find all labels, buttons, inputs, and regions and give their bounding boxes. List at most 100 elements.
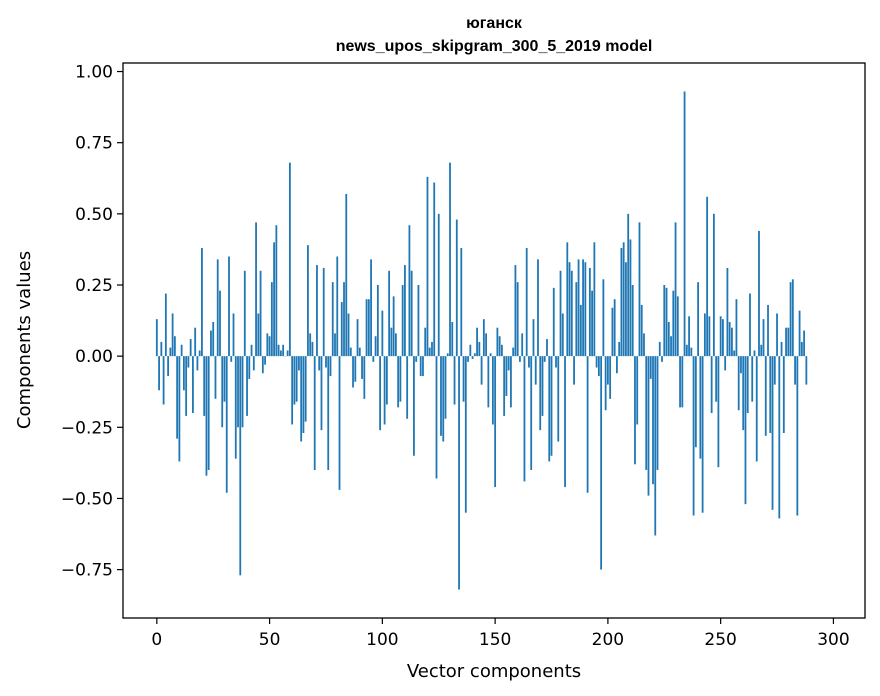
- bar-265: [753, 350, 756, 357]
- bar-36: [237, 356, 239, 428]
- bar-98: [376, 285, 379, 357]
- bar-53: [275, 225, 278, 357]
- bar-216: [643, 333, 645, 357]
- bar-226: [665, 287, 668, 357]
- bar-279: [785, 327, 787, 357]
- bar-228: [670, 336, 672, 357]
- bar-24: [210, 330, 212, 357]
- bar-113: [410, 270, 413, 357]
- bar-16: [192, 356, 194, 414]
- bar-170: [539, 356, 542, 431]
- bar-263: [749, 293, 751, 357]
- bar-45: [257, 313, 260, 357]
- bar-110: [404, 265, 406, 357]
- bar-131: [451, 322, 454, 357]
- bar-93: [365, 299, 368, 357]
- bar-273: [771, 356, 774, 510]
- bar-288: [805, 356, 808, 385]
- bar-99: [379, 356, 381, 431]
- bar-252: [724, 356, 727, 371]
- bar-40: [246, 356, 248, 416]
- bar-195: [595, 356, 598, 368]
- bar-72: [318, 356, 321, 371]
- bar-94: [367, 299, 370, 357]
- bar-101: [383, 356, 386, 425]
- bar-174: [548, 356, 551, 462]
- bar-283: [794, 356, 796, 385]
- bar-49: [266, 333, 269, 357]
- bar-136: [462, 356, 465, 402]
- bar-287: [803, 330, 805, 357]
- bar-258: [737, 356, 740, 411]
- bar-55: [279, 350, 282, 357]
- bar-142: [476, 327, 478, 357]
- bar-70: [313, 356, 316, 470]
- bar-35: [234, 356, 237, 459]
- bar-163: [523, 356, 526, 482]
- bar-64: [300, 356, 303, 442]
- bar-74: [322, 267, 325, 357]
- bar-237: [690, 347, 693, 357]
- bar-214: [638, 222, 641, 357]
- bar-85: [347, 313, 350, 357]
- bar-208: [625, 262, 627, 357]
- bar-2: [160, 341, 163, 357]
- x-tick-label-200: 200: [592, 630, 624, 650]
- bar-229: [672, 290, 675, 357]
- bar-60: [291, 356, 294, 425]
- bar-106: [394, 333, 397, 357]
- bar-178: [557, 356, 560, 442]
- bar-239: [694, 356, 697, 448]
- bar-180: [561, 313, 564, 357]
- bar-109: [401, 285, 404, 357]
- bar-91: [361, 356, 363, 379]
- bar-108: [399, 356, 402, 402]
- bar-116: [417, 285, 420, 357]
- bar-59: [288, 162, 291, 357]
- bar-156: [507, 356, 510, 371]
- bar-100: [381, 310, 384, 357]
- bar-39: [243, 270, 246, 357]
- bar-21: [203, 356, 206, 416]
- bar-278: [782, 356, 785, 433]
- bar-47: [261, 356, 264, 374]
- bar-28: [219, 290, 221, 357]
- bar-153: [500, 344, 503, 357]
- bar-245: [708, 316, 711, 357]
- bar-123: [433, 182, 436, 357]
- bar-139: [469, 344, 472, 357]
- bar-218: [647, 356, 650, 496]
- bar-259: [740, 356, 742, 374]
- bar-102: [385, 356, 388, 405]
- bar-243: [703, 313, 706, 357]
- bar-117: [419, 356, 422, 377]
- bar-105: [392, 296, 395, 357]
- bar-31: [225, 356, 228, 493]
- bar-27: [216, 259, 219, 357]
- bar-73: [320, 356, 323, 431]
- bar-201: [609, 356, 612, 399]
- bar-115: [415, 356, 418, 362]
- bar-215: [640, 304, 643, 357]
- bar-221: [654, 356, 657, 536]
- bar-104: [390, 327, 393, 357]
- y-axis-ticks: −0.75 −0.50 −0.25 0.00 0.25 0.50 0.75 1.00: [61, 63, 123, 581]
- bar-166: [530, 356, 533, 470]
- bar-97: [374, 336, 377, 357]
- bar-182: [566, 242, 569, 357]
- bar-series: [155, 91, 808, 590]
- bar-149: [491, 356, 494, 425]
- bar-71: [316, 265, 318, 357]
- bar-13: [185, 356, 188, 416]
- bar-272: [769, 356, 772, 433]
- bar-171: [541, 356, 544, 416]
- y-tick-label-6: 0.75: [75, 134, 113, 154]
- bar-41: [248, 356, 251, 379]
- bar-96: [372, 356, 375, 362]
- x-tick-label-250: 250: [704, 630, 736, 650]
- bar-217: [645, 356, 648, 470]
- x-axis-label: Vector components: [407, 661, 581, 682]
- bar-164: [525, 248, 528, 357]
- bar-80: [336, 256, 339, 357]
- bar-11: [180, 344, 183, 357]
